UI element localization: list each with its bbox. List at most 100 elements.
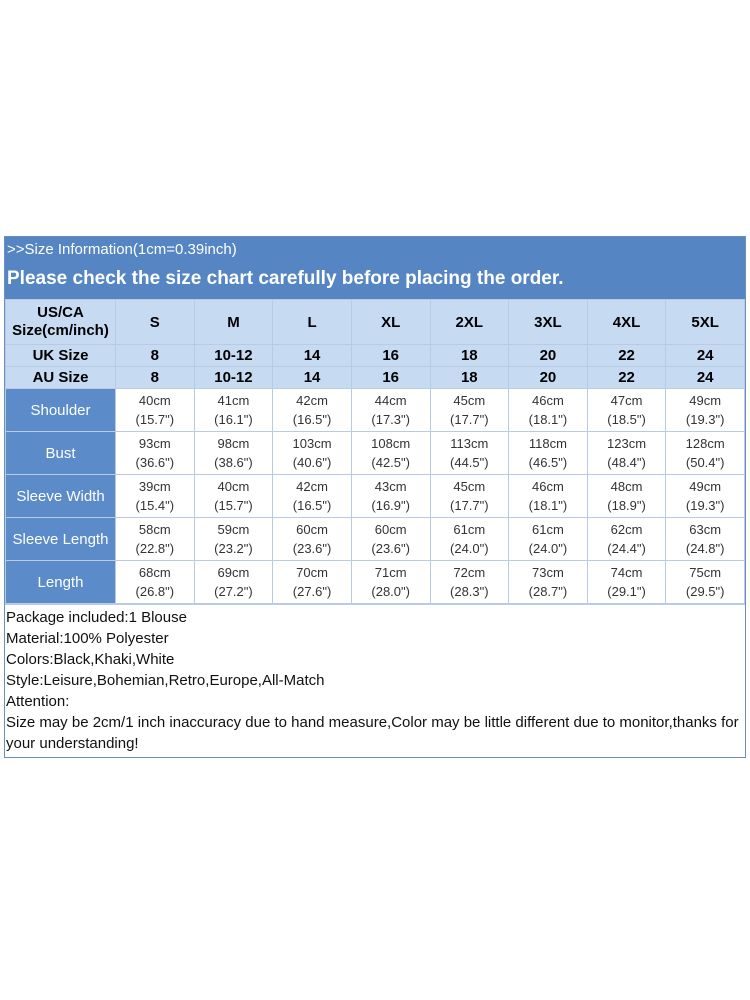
measurement-inch: (17.3") — [371, 412, 410, 427]
measurement-inch: (17.7") — [450, 498, 489, 513]
measurement-cm: 40cm — [217, 479, 250, 494]
measurement-inch: (15.4") — [135, 498, 175, 513]
measurement-inch: (42.5") — [371, 455, 410, 470]
measurement-inch: (18.1") — [528, 498, 568, 513]
size-cell: L — [272, 299, 352, 345]
measurement-cell: 61cm (24.0") — [429, 517, 510, 561]
measurement-inch: (27.6") — [292, 584, 332, 599]
measurement-inch: (16.5") — [292, 498, 332, 513]
measurement-inch: (19.3") — [685, 498, 725, 513]
measurement-cm: 45cm — [453, 393, 486, 408]
measurement-cm: 73cm — [532, 565, 564, 580]
measurement-inch: (23.6") — [371, 541, 410, 556]
measurement-cell: 42cm (16.5") — [272, 474, 352, 518]
measurement-cm: 40cm — [138, 393, 171, 408]
measurement-cm: 70cm — [296, 565, 328, 580]
measurement-cm: 41cm — [217, 393, 250, 408]
measurement-inch: (50.4") — [685, 455, 725, 470]
measurement-cm: 75cm — [689, 565, 722, 580]
measurement-cm: 62cm — [610, 522, 643, 537]
measurement-cm: 123cm — [607, 436, 647, 451]
size-cell: S — [115, 299, 195, 345]
size-row-label: AU Size — [5, 366, 116, 389]
measurement-inch: (28.7") — [528, 584, 568, 599]
measurement-cell: 46cm (18.1") — [508, 388, 588, 432]
measurement-cell: 40cm (15.7") — [115, 388, 195, 432]
size-cell: 18 — [429, 344, 510, 367]
measurement-cm: 49cm — [689, 393, 722, 408]
measurement-cell: 58cm (22.8") — [115, 517, 195, 561]
measurement-cm: 59cm — [217, 522, 250, 537]
note-line: Material:100% Polyester — [6, 630, 169, 647]
measurement-inch: (16.9") — [371, 498, 410, 513]
measurement-cm: 58cm — [138, 522, 171, 537]
size-cell: 22 — [586, 344, 667, 367]
measurement-cell: 59cm (23.2") — [193, 517, 274, 561]
measurement-cm: 48cm — [610, 479, 643, 494]
measurement-cell: 44cm (17.3") — [350, 388, 431, 432]
size-row: US/CA Size(cm/inch) S M L XL 2XL 3XL 4XL 5XL — [5, 299, 745, 345]
measurement-inch: (40.6") — [292, 455, 332, 470]
size-cell: 4XL — [586, 299, 667, 345]
measurement-label: Sleeve Length — [5, 517, 116, 561]
measurement-inch: (24.0") — [450, 541, 489, 556]
measurement-cell: 128cm (50.4") — [665, 431, 745, 475]
measurement-cm: 74cm — [610, 565, 643, 580]
size-row-label: UK Size — [5, 344, 116, 367]
measurement-inch: (24.4") — [607, 541, 646, 556]
measurement-cm: 71cm — [374, 565, 407, 580]
measurement-inch: (29.1") — [607, 584, 646, 599]
measurement-inch: (15.7") — [214, 498, 253, 513]
size-cell: 8 — [115, 366, 195, 389]
measurement-inch: (29.5") — [685, 584, 725, 599]
measurement-cell: 41cm (16.1") — [193, 388, 274, 432]
measurement-cell: 73cm (28.7") — [508, 560, 588, 604]
measurement-cell: 71cm (28.0") — [350, 560, 431, 604]
size-cell: 20 — [508, 344, 588, 367]
measurement-cell: 74cm (29.1") — [586, 560, 667, 604]
measurement-inch: (16.5") — [292, 412, 332, 427]
measurement-cell: 42cm (16.5") — [272, 388, 352, 432]
measurement-cell: 49cm (19.3") — [665, 388, 745, 432]
measurement-label: Bust — [5, 431, 116, 475]
measurement-cm: 39cm — [138, 479, 171, 494]
measurement-cm: 68cm — [138, 565, 171, 580]
size-cell: 10-12 — [193, 344, 274, 367]
measurement-cell: 69cm (27.2") — [193, 560, 274, 604]
measurement-row: Sleeve Length 58cm (22.8") 59cm (23.2") 60cm (… — [5, 517, 745, 561]
measurement-cm: 98cm — [217, 436, 250, 451]
measurement-cell: 60cm (23.6") — [350, 517, 431, 561]
measurement-inch: (23.6") — [292, 541, 332, 556]
size-cell: 16 — [350, 344, 431, 367]
measurement-inch: (38.6") — [214, 455, 253, 470]
measurement-cell: 123cm (48.4") — [586, 431, 667, 475]
measurement-cell: 49cm (19.3") — [665, 474, 745, 518]
measurement-cell: 45cm (17.7") — [429, 388, 510, 432]
order-notice-header: Please check the size chart carefully be… — [5, 262, 745, 299]
size-cell: 20 — [508, 366, 588, 389]
product-notes: Package included:1 Blouse Material:100% P… — [5, 604, 745, 757]
size-cell: 5XL — [665, 299, 745, 345]
measurement-cm: 45cm — [453, 479, 486, 494]
measurement-inch: (18.1") — [528, 412, 568, 427]
size-row: AU Size 8 10-12 14 16 18 20 22 24 — [5, 366, 745, 389]
measurement-cm: 46cm — [532, 479, 564, 494]
measurement-label: Length — [5, 560, 116, 604]
measurement-cell: 45cm (17.7") — [429, 474, 510, 518]
measurement-inch: (24.8") — [685, 541, 725, 556]
measurement-inch: (28.3") — [450, 584, 489, 599]
measurement-cm: 61cm — [532, 522, 564, 537]
note-line: Size may be 2cm/1 inch inaccuracy due to… — [6, 714, 739, 752]
measurement-cell: 72cm (28.3") — [429, 560, 510, 604]
measurement-cell: 46cm (18.1") — [508, 474, 588, 518]
measurement-inch: (17.7") — [450, 412, 489, 427]
measurement-inch: (18.9") — [607, 498, 646, 513]
measurement-inch: (28.0") — [371, 584, 410, 599]
measurement-inch: (15.7") — [135, 412, 175, 427]
measurement-inch: (46.5") — [528, 455, 568, 470]
measurement-label: Shoulder — [5, 388, 116, 432]
measurement-inch: (36.6") — [135, 455, 175, 470]
measurement-cell: 48cm (18.9") — [586, 474, 667, 518]
measurement-cell: 60cm (23.6") — [272, 517, 352, 561]
measurement-cm: 108cm — [371, 436, 411, 451]
